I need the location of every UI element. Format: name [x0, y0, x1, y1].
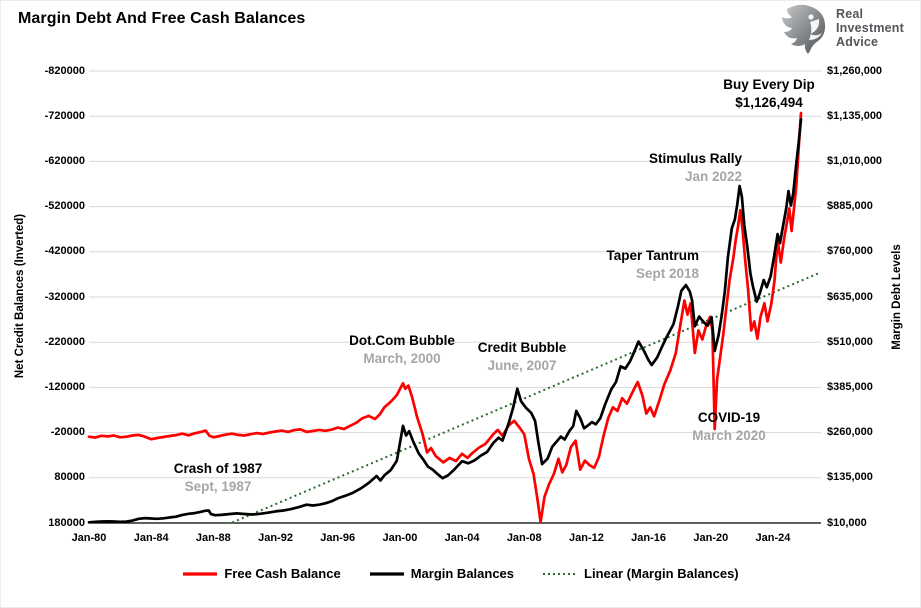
y-axis-left-tick-label: -20000: [50, 426, 85, 439]
y-axis-left-tick-label: -120000: [44, 380, 85, 393]
y-axis-right-tick-label: $885,000: [827, 200, 873, 213]
y-axis-left-tick-label: -320000: [44, 290, 85, 303]
annotation-subtitle: Jan 2022: [684, 168, 742, 184]
annotation-subtitle: March 2020: [692, 427, 766, 443]
annotation-title: Crash of 1987: [173, 461, 263, 476]
annotation-title: Dot.Com Bubble: [349, 333, 455, 348]
page-title: Margin Debt And Free Cash Balances: [18, 10, 306, 27]
legend-item-free-cash-balance: Free Cash Balance: [182, 566, 341, 581]
y-axis-left-tick-label: -820000: [44, 64, 85, 77]
gridlines: [89, 70, 821, 524]
annotation-stimulus-rally: Stimulus Rally Jan 2022: [649, 150, 742, 185]
x-axis-tick-label: Jan-08: [506, 532, 542, 544]
annotation-title: Stimulus Rally: [648, 151, 742, 166]
legend-label: Margin Balances: [410, 566, 515, 581]
logo-line-2: Investment: [836, 21, 904, 36]
annotation-crash-of-1987: Crash of 1987 Sept, 1987: [174, 460, 263, 495]
annotation-credit-bubble: Credit Bubble June, 2007: [478, 339, 567, 374]
logo-line-3: Advice: [836, 34, 879, 49]
y-axis-right-tick-label: $260,000: [827, 426, 873, 439]
legend-label: Free Cash Balance: [224, 566, 341, 581]
legend-item-margin-balances: Margin Balances: [369, 566, 514, 581]
eagle-icon: [782, 4, 826, 54]
y-axis-right-tick-label: $1,260,000: [827, 64, 883, 77]
annotation-title: Buy Every Dip: [723, 77, 815, 92]
real-investment-advice-logo: Real Investment Advice: [777, 4, 904, 54]
annotation-taper-tantrum: Taper Tantrum Sept 2018: [606, 247, 699, 282]
logo-line-1: Real: [836, 7, 864, 22]
x-axis-tick-label: Jan-12: [569, 532, 604, 544]
y-axis-right-tick-label: $1,135,000: [827, 109, 883, 122]
annotation-subtitle: $1,126,494: [735, 94, 803, 110]
free-cash-balance-line: [87, 111, 803, 524]
x-axis-tick-label: Jan-84: [133, 532, 169, 544]
legend-swatch-free-cash: [183, 571, 218, 576]
annotation-buy-every-dip: Buy Every Dip $1,126,494: [723, 76, 815, 111]
annotation-subtitle: Sept 2018: [635, 265, 699, 281]
y-axis-right-tick-label: $760,000: [827, 245, 873, 258]
x-axis-tick-label: Jan-24: [755, 532, 791, 544]
legend-swatch-margin: [369, 571, 404, 576]
y-axis-left-tick-label: -620000: [44, 154, 85, 167]
annotation-dotcom-bubble: Dot.Com Bubble March, 2000: [349, 332, 455, 367]
y-axis-right-tick-label: $135,000: [827, 471, 873, 484]
y-axis-left-tick-label: 80000: [54, 471, 85, 484]
annotation-title: Taper Tantrum: [606, 248, 699, 263]
y-axis-right-tick-label: $510,000: [827, 335, 873, 348]
y-axis-right-tick-label: $635,000: [827, 290, 873, 303]
x-axis-tick-label: Jan-96: [320, 532, 356, 544]
legend-swatch-linear-icon: [543, 572, 578, 575]
y-axis-left-tick-label: 180000: [48, 516, 85, 529]
y-axis-right-tick-label: $385,000: [827, 380, 873, 393]
annotation-title: COVID-19: [697, 410, 761, 425]
x-axis-tick-label: Jan-92: [258, 532, 293, 544]
x-axis-tick-label: Jan-88: [195, 532, 231, 544]
margin-balances-line: [87, 117, 803, 524]
x-axis-tick-label: Jan-80: [71, 532, 107, 544]
chart-legend: Free Cash Balance Margin Balances Linear…: [1, 566, 920, 581]
annotation-title: Credit Bubble: [477, 340, 567, 355]
y-axis-right-tick-label: $10,000: [827, 516, 867, 529]
annotation-subtitle: Sept, 1987: [184, 478, 252, 494]
legend-item-linear-trend: Linear (Margin Balances): [542, 566, 739, 581]
x-axis-tick-label: Jan-00: [382, 532, 418, 544]
y-axis-left-tick-label: -520000: [44, 200, 85, 213]
x-axis-tick-label: Jan-04: [444, 532, 480, 544]
y-axis-left-title: Net Credit Balances (Inverted): [14, 213, 26, 379]
logo-text: Real Investment Advice: [836, 8, 904, 49]
y-axis-left-tick-label: -420000: [44, 245, 85, 258]
legend-label: Linear (Margin Balances): [584, 566, 739, 581]
x-axis-tick-label: Jan-16: [631, 532, 667, 544]
x-axis-tick-label: Jan-20: [693, 532, 729, 544]
y-axis-left-tick-label: -720000: [44, 109, 85, 122]
y-axis-left-tick-label: -220000: [44, 335, 85, 348]
annotation-subtitle: June, 2007: [487, 357, 557, 373]
annotation-covid-19: COVID-19 March 2020: [692, 409, 766, 444]
annotation-subtitle: March, 2000: [363, 350, 441, 366]
y-axis-right-tick-label: $1,010,000: [827, 154, 883, 167]
